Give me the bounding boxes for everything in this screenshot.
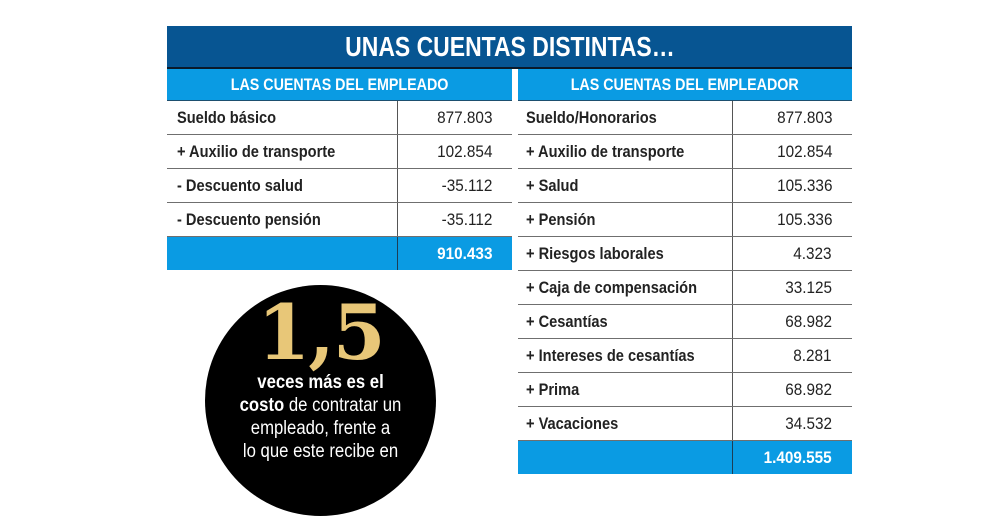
row-label: + Cesantías — [526, 311, 608, 331]
row-label: + Intereses de cesantías — [526, 345, 695, 365]
row-label: Sueldo/Honorarios — [526, 107, 657, 127]
employee-table-header: LAS CUENTAS DEL EMPLEADO — [167, 69, 512, 101]
callout-number: 1,5 — [257, 288, 385, 377]
row-label: + Prima — [526, 379, 580, 399]
table-row: + Intereses de cesantías 8.281 — [518, 339, 852, 373]
title-band: UNAS CUENTAS DISTINTAS… — [167, 26, 852, 69]
table-row: Sueldo básico 877.803 — [167, 101, 512, 135]
total-row: 910.433 — [167, 237, 512, 270]
row-label: + Auxilio de transporte — [526, 141, 685, 161]
table-row: - Descuento salud -35.112 — [167, 169, 512, 203]
callout-text: veces más es el costo de contratar un em… — [239, 372, 402, 462]
row-label: - Descuento salud — [177, 175, 303, 195]
total-value: 1.409.555 — [763, 447, 832, 467]
row-label: + Salud — [526, 175, 579, 195]
row-label: - Descuento pensión — [177, 209, 321, 229]
row-value: 102.854 — [436, 141, 492, 161]
row-label: Sueldo básico — [177, 107, 277, 127]
employer-table-header: LAS CUENTAS DEL EMPLEADOR — [518, 69, 852, 101]
row-value: 102.854 — [776, 141, 832, 161]
row-label: + Riesgos laborales — [526, 243, 664, 263]
table-row: - Descuento pensión -35.112 — [167, 203, 512, 237]
employer-table: LAS CUENTAS DEL EMPLEADOR Sueldo/Honorar… — [518, 69, 852, 474]
row-value: 8.281 — [793, 345, 832, 365]
table-row: + Caja de compensación 33.125 — [518, 271, 852, 305]
row-value: 34.532 — [785, 413, 832, 433]
row-value: 68.982 — [785, 311, 832, 331]
page-title: UNAS CUENTAS DISTINTAS… — [344, 30, 675, 62]
row-value: 68.982 — [785, 379, 832, 399]
row-value: 33.125 — [785, 277, 832, 297]
table-row: + Prima 68.982 — [518, 373, 852, 407]
row-label: + Pensión — [526, 209, 596, 229]
row-value: -35.112 — [441, 175, 492, 195]
table-row: + Pensión 105.336 — [518, 203, 852, 237]
total-row: 1.409.555 — [518, 441, 852, 474]
row-value: 105.336 — [776, 175, 832, 195]
table-row: + Auxilio de transporte 102.854 — [518, 135, 852, 169]
total-value: 910.433 — [436, 243, 492, 263]
row-label: + Caja de compensación — [526, 277, 698, 297]
row-value: 4.323 — [793, 243, 832, 263]
row-value: 877.803 — [776, 107, 832, 127]
callout-circle: 1,5 veces más es el costo de contratar u… — [205, 285, 436, 516]
table-row: Sueldo/Honorarios 877.803 — [518, 101, 852, 135]
row-value: -35.112 — [441, 209, 492, 229]
table-row: + Riesgos laborales 4.323 — [518, 237, 852, 271]
table-row: + Cesantías 68.982 — [518, 305, 852, 339]
table-row: + Auxilio de transporte 102.854 — [167, 135, 512, 169]
row-label: + Auxilio de transporte — [177, 141, 336, 161]
row-label: + Vacaciones — [526, 413, 619, 433]
row-value: 105.336 — [776, 209, 832, 229]
employee-table: LAS CUENTAS DEL EMPLEADO Sueldo básico 8… — [167, 69, 512, 270]
table-row: + Vacaciones 34.532 — [518, 407, 852, 441]
table-row: + Salud 105.336 — [518, 169, 852, 203]
row-value: 877.803 — [436, 107, 492, 127]
